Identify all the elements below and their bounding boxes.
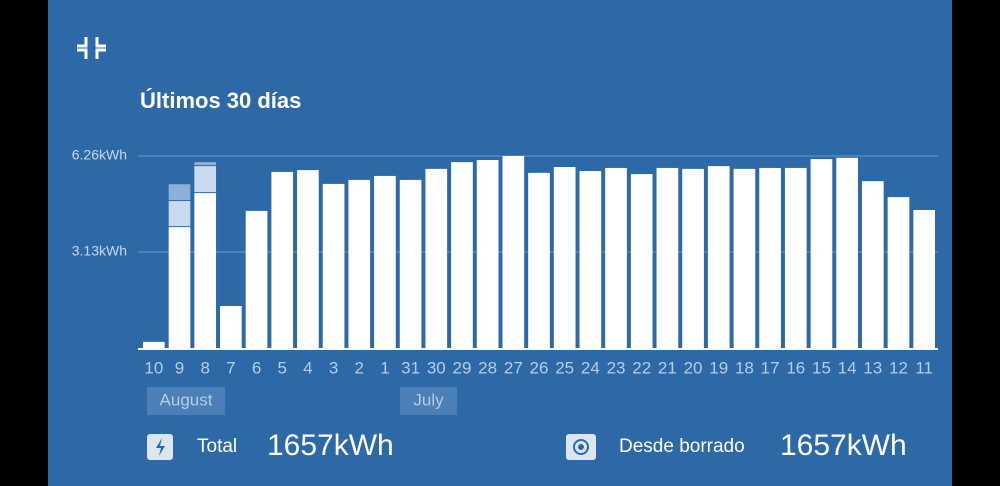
x-tick-label: 29 bbox=[453, 358, 472, 377]
x-tick-label: 4 bbox=[303, 358, 312, 377]
x-tick-label: 20 bbox=[684, 358, 703, 377]
total-label: Total bbox=[197, 436, 237, 457]
bar bbox=[245, 210, 268, 348]
x-tick-label: 17 bbox=[761, 358, 780, 377]
bar bbox=[861, 181, 884, 348]
bar bbox=[194, 162, 217, 166]
x-tick-label: 27 bbox=[504, 358, 523, 377]
bar bbox=[374, 175, 396, 348]
bar bbox=[451, 162, 473, 348]
bar bbox=[579, 171, 602, 348]
since-label: Desde borrado bbox=[619, 436, 745, 457]
bar bbox=[168, 227, 191, 348]
x-tick-label: 5 bbox=[277, 358, 286, 377]
x-tick-label: 12 bbox=[889, 358, 908, 377]
bar bbox=[784, 167, 807, 348]
total-icon bbox=[147, 434, 173, 460]
bar bbox=[220, 305, 242, 348]
month-chip bbox=[147, 387, 225, 415]
bar bbox=[399, 179, 422, 348]
x-tick-label: 15 bbox=[812, 358, 831, 377]
total-value: 1657kWh bbox=[267, 429, 394, 462]
x-tick-label: 16 bbox=[786, 358, 805, 377]
x-tick-label: 13 bbox=[863, 358, 882, 377]
x-tick-label: 14 bbox=[838, 358, 857, 377]
x-tick-label: 9 bbox=[175, 358, 184, 377]
x-tick-label: 11 bbox=[915, 358, 933, 377]
x-tick-label: 21 bbox=[658, 358, 677, 377]
bar bbox=[913, 209, 935, 348]
bar bbox=[348, 179, 371, 348]
bar bbox=[553, 167, 576, 348]
bar bbox=[528, 172, 550, 348]
x-tick-label: 24 bbox=[581, 358, 600, 377]
bar bbox=[322, 183, 345, 348]
bar bbox=[425, 168, 448, 348]
chart-title: Últimos 30 días bbox=[140, 88, 301, 113]
month-chip bbox=[400, 387, 457, 415]
bar bbox=[656, 167, 679, 348]
x-tick-label: 3 bbox=[329, 358, 338, 377]
bar bbox=[810, 159, 833, 348]
bar bbox=[271, 171, 294, 348]
bar bbox=[605, 167, 627, 348]
bar bbox=[630, 174, 653, 348]
bar bbox=[143, 341, 165, 348]
month-label: July bbox=[413, 390, 444, 409]
x-tick-label: 19 bbox=[709, 358, 728, 377]
bar bbox=[168, 201, 191, 227]
x-tick-label: 25 bbox=[555, 358, 574, 377]
bar bbox=[168, 184, 191, 201]
bar bbox=[682, 168, 704, 348]
x-tick-label: 31 bbox=[401, 358, 420, 377]
bar bbox=[733, 168, 756, 348]
bar bbox=[759, 167, 781, 348]
bar bbox=[297, 170, 319, 348]
x-tick-label: 28 bbox=[478, 358, 497, 377]
since-value: 1657kWh bbox=[780, 429, 907, 462]
x-tick-label: 7 bbox=[226, 358, 235, 377]
collapse-icon[interactable] bbox=[77, 37, 106, 59]
bar bbox=[836, 157, 858, 348]
y-tick-label: 6.26kWh bbox=[72, 147, 127, 163]
bar bbox=[887, 197, 910, 348]
since-icon bbox=[566, 434, 596, 460]
month-label: August bbox=[160, 390, 213, 409]
y-tick-label: 3.13kWh bbox=[72, 243, 127, 259]
bar bbox=[502, 156, 525, 348]
x-tick-label: 2 bbox=[355, 358, 364, 377]
x-tick-label: 23 bbox=[607, 358, 626, 377]
x-tick-label: 22 bbox=[632, 358, 651, 377]
bar bbox=[194, 166, 217, 193]
x-tick-label: 26 bbox=[530, 358, 549, 377]
x-tick-label: 18 bbox=[735, 358, 754, 377]
bar bbox=[476, 159, 499, 348]
x-tick-label: 1 bbox=[380, 358, 389, 377]
bar bbox=[194, 193, 217, 348]
x-tick-label: 8 bbox=[200, 358, 209, 377]
bar bbox=[707, 166, 730, 348]
x-tick-label: 30 bbox=[427, 358, 446, 377]
x-tick-label: 6 bbox=[252, 358, 261, 377]
x-tick-label: 10 bbox=[144, 358, 163, 377]
